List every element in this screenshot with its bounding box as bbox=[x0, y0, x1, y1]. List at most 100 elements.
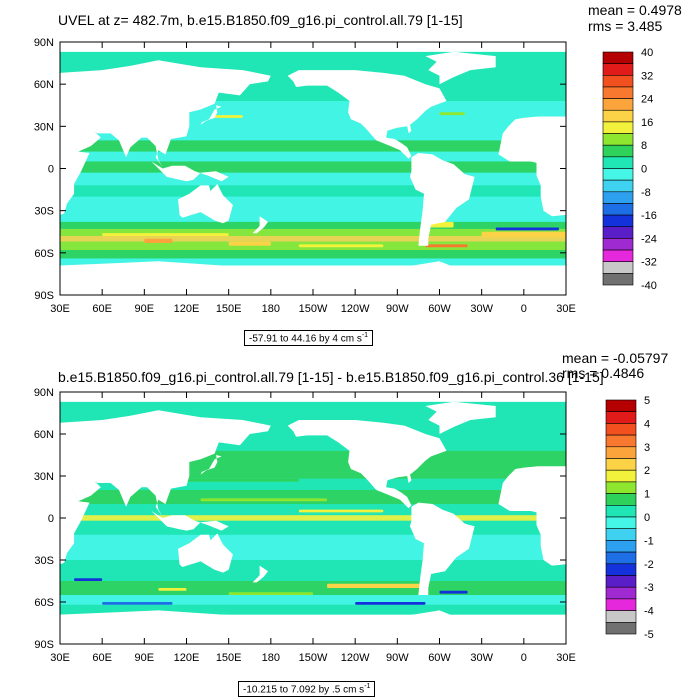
x-tick-label: 120E bbox=[174, 303, 200, 315]
plot-title: b.e15.B1850.f09_g16.pi_control.all.79 [1… bbox=[58, 369, 604, 385]
x-tick-label: 150W bbox=[299, 303, 328, 315]
land-antarctica bbox=[60, 261, 566, 295]
current-patch bbox=[327, 583, 426, 588]
land-eurasia-africa-west bbox=[60, 466, 90, 565]
colorbar-swatch bbox=[602, 109, 634, 123]
velocity-band bbox=[60, 604, 566, 615]
y-tick-label: 90N bbox=[34, 387, 54, 399]
colorbar-label: -5 bbox=[644, 629, 654, 641]
velocity-band bbox=[60, 560, 566, 581]
colorbar-swatch bbox=[605, 423, 637, 436]
x-tick-label: 60E bbox=[92, 303, 112, 315]
plot-title: UVEL at z= 482.7m, b.e15.B1850.f09_g16.p… bbox=[58, 12, 463, 28]
x-tick-label: 60W bbox=[428, 303, 451, 315]
velocity-band bbox=[60, 161, 566, 173]
colorbar-swatch bbox=[605, 610, 637, 623]
colorbar-label: 0 bbox=[644, 512, 650, 524]
x-tick-label: 180 bbox=[262, 652, 280, 664]
x-tick-label: 150W bbox=[299, 652, 328, 664]
y-tick-label: 30N bbox=[34, 121, 54, 133]
colorbar-label: 1 bbox=[644, 489, 650, 501]
colorbar-label: 24 bbox=[641, 94, 653, 106]
land-south-america bbox=[410, 502, 475, 595]
unit-exponent: -1 bbox=[364, 683, 371, 690]
colorbar-swatch bbox=[605, 540, 637, 553]
current-patch bbox=[228, 241, 271, 246]
land-australia bbox=[178, 533, 233, 573]
colorbar-label: 5 bbox=[644, 395, 650, 407]
colorbar-swatch bbox=[602, 214, 634, 228]
velocity-band bbox=[60, 228, 566, 236]
heatmap-chart: 30E 60E 90E 120E 150E 180 150W 120W 90W 60W 30W 0 30… bbox=[34, 37, 657, 315]
colorbar-label: 2 bbox=[644, 465, 650, 477]
land-indonesia bbox=[151, 511, 229, 531]
y-tick-label: 90N bbox=[34, 37, 54, 49]
land-new-zealand bbox=[252, 565, 268, 583]
current-patch bbox=[425, 244, 468, 248]
colorbar-swatch bbox=[605, 621, 637, 635]
x-tick-label: 0 bbox=[521, 303, 527, 315]
colorbar-label: -8 bbox=[641, 187, 651, 199]
land-japan bbox=[200, 455, 222, 475]
velocity-band bbox=[60, 478, 566, 490]
mean-label: mean = -0.05797 bbox=[562, 350, 669, 366]
land-antarctica bbox=[60, 610, 566, 644]
velocity-band bbox=[60, 151, 566, 162]
current-patch bbox=[298, 509, 384, 513]
colorbar-swatch bbox=[602, 121, 634, 134]
velocity-band bbox=[60, 196, 566, 222]
colorbar-label: -4 bbox=[644, 606, 654, 618]
y-tick-label: 30S bbox=[34, 555, 54, 567]
colorbar-swatch bbox=[602, 238, 634, 251]
x-tick-label: 0 bbox=[521, 652, 527, 664]
velocity-band bbox=[60, 250, 566, 259]
x-tick-label: 30E bbox=[50, 652, 70, 664]
colorbar-label: -16 bbox=[641, 210, 657, 222]
land-japan bbox=[200, 105, 222, 125]
colorbar-swatch bbox=[602, 98, 634, 111]
velocity-band bbox=[60, 581, 566, 595]
colorbar-swatch bbox=[602, 179, 634, 193]
heatmap-chart: 30E 60E 90E 120E 150E 180 150W 120W 90W 60W 30W 0 30… bbox=[34, 387, 654, 664]
colorbar-swatch bbox=[602, 273, 634, 286]
land-greenland bbox=[425, 401, 496, 434]
x-tick-label: 120W bbox=[341, 652, 370, 664]
land-asia bbox=[60, 60, 271, 168]
land-new-zealand bbox=[252, 216, 268, 234]
x-tick-label: 150E bbox=[216, 303, 242, 315]
velocity-band bbox=[60, 221, 566, 229]
land-eurasia-africa-west bbox=[60, 116, 90, 215]
colorbar-swatch bbox=[602, 168, 634, 181]
colorbar-swatch bbox=[605, 586, 637, 600]
colorbar-label: -32 bbox=[641, 257, 657, 269]
y-tick-label: 60S bbox=[34, 248, 54, 260]
colorbar-swatch bbox=[602, 75, 634, 88]
plot-panel-top: UVEL at z= 482.7m, b.e15.B1850.f09_g16.p… bbox=[34, 2, 682, 347]
y-tick-label: 60N bbox=[34, 79, 54, 91]
current-patch bbox=[495, 227, 559, 231]
x-tick-label: 30W bbox=[470, 652, 493, 664]
x-tick-label: 120W bbox=[341, 303, 370, 315]
colorbar-label: 32 bbox=[641, 70, 653, 82]
x-tick-label: 90E bbox=[135, 303, 155, 315]
colorbar-swatch bbox=[605, 575, 637, 588]
rms-label: rms = 0.4846 bbox=[562, 365, 645, 381]
y-tick-label: 90S bbox=[34, 639, 54, 651]
colorbar-swatch bbox=[602, 86, 634, 99]
current-patch bbox=[186, 478, 299, 482]
y-tick-label: 90S bbox=[34, 290, 54, 302]
contour-range-text: -10.215 to 7.092 by .5 cm s bbox=[243, 684, 365, 696]
colorbar-swatch bbox=[602, 203, 634, 216]
x-tick-label: 60W bbox=[428, 652, 451, 664]
colorbar-label: 16 bbox=[641, 117, 653, 129]
y-tick-label: 60S bbox=[34, 597, 54, 609]
contour-range-text: -57.91 to 44.16 by 4 cm s bbox=[249, 333, 362, 345]
velocity-band bbox=[60, 490, 566, 504]
colorbar-swatch bbox=[605, 516, 637, 529]
colorbar-swatch bbox=[602, 261, 634, 274]
land-north-america bbox=[287, 420, 447, 509]
colorbar-swatch bbox=[605, 528, 637, 541]
y-tick-label: 0 bbox=[48, 164, 54, 176]
colorbar-swatch bbox=[605, 505, 637, 518]
x-tick-label: 30W bbox=[470, 303, 493, 315]
